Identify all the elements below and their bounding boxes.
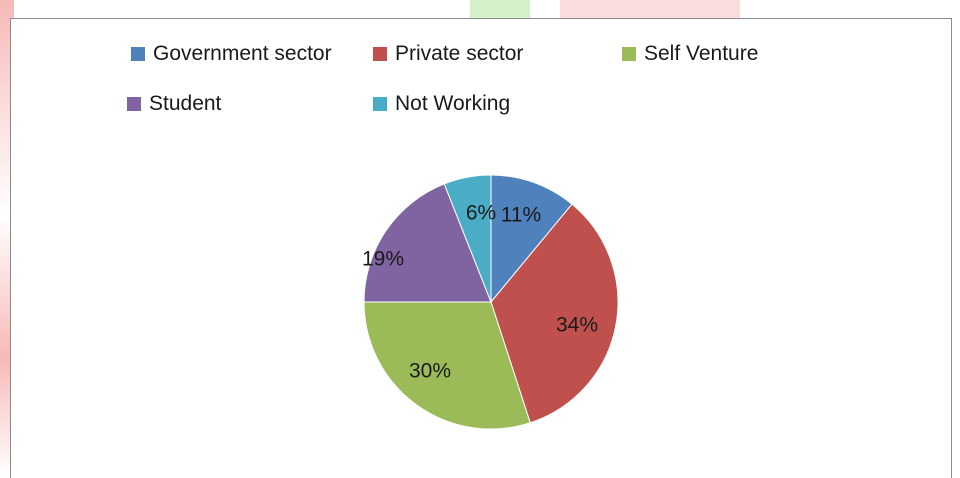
pie-slice-private-sector — [490, 203, 619, 424]
legend-label-self-venture: Self Venture — [644, 42, 759, 65]
legend-swatch-private-sector — [373, 47, 387, 61]
chart-frame: Government sector Private sector Self Ve… — [10, 18, 952, 478]
legend-swatch-government-sector — [131, 47, 145, 61]
legend-swatch-student — [127, 97, 141, 111]
background-decoration-green — [470, 0, 530, 20]
legend-label-government-sector: Government sector — [153, 42, 332, 65]
legend-item-student: Student — [127, 92, 221, 116]
legend-swatch-not-working — [373, 97, 387, 111]
background-decoration-red — [560, 0, 740, 20]
pie-slice-not-working — [443, 174, 492, 303]
data-label-government-sector: 11% — [501, 204, 541, 227]
data-label-private-sector: 34% — [556, 314, 598, 337]
legend-label-private-sector: Private sector — [395, 42, 524, 65]
legend-item-private-sector: Private sector — [373, 42, 523, 66]
pie-chart: 11% 34% 30% 19% 6% — [362, 174, 619, 430]
pie-slices — [363, 174, 619, 430]
legend-swatch-self-venture — [622, 47, 636, 61]
pie-slice-self-venture — [363, 301, 531, 430]
legend-item-government-sector: Government sector — [127, 42, 332, 66]
legend-label-not-working: Not Working — [395, 92, 511, 115]
data-label-student: 19% — [362, 248, 404, 271]
pie-slice-student — [363, 183, 492, 303]
pie-slice-government-sector — [490, 174, 573, 304]
pie-data-labels: 11% 34% 30% 19% 6% — [362, 202, 598, 383]
chart-legend: Government sector Private sector Self Ve… — [11, 19, 951, 139]
legend-item-self-venture: Self Venture — [622, 42, 758, 66]
data-label-self-venture: 30% — [409, 360, 451, 383]
data-label-not-working: 6% — [466, 202, 496, 225]
legend-label-student: Student — [149, 92, 222, 115]
legend-item-not-working: Not Working — [373, 92, 510, 116]
